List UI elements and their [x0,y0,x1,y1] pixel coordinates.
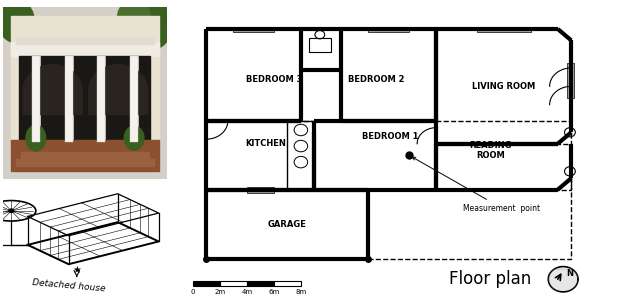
Ellipse shape [0,0,34,43]
Bar [234,27,274,32]
Text: READING
ROOM: READING ROOM [469,141,512,160]
Bar [32,56,40,142]
Bar [97,56,106,142]
Bar [476,27,531,32]
Ellipse shape [124,126,144,150]
Text: KITCHEN: KITCHEN [245,139,286,148]
Bar [247,187,274,193]
Bar [130,56,138,142]
Bar [247,281,274,286]
Text: BEDROOM 1: BEDROOM 1 [362,132,418,141]
Bar [206,121,571,259]
Bar [16,37,154,44]
Bar [32,56,40,142]
Bar [97,56,106,142]
Bar [309,38,331,52]
Bar [16,159,154,166]
Bar [11,42,159,56]
Text: Measurement  point: Measurement point [412,157,540,213]
Ellipse shape [118,1,151,32]
Text: LIVING ROOM: LIVING ROOM [472,82,535,91]
Text: Floor plan: Floor plan [449,270,531,288]
Bar [193,281,220,286]
Bar [436,144,571,190]
Text: 6m: 6m [268,289,279,295]
Text: 8m: 8m [295,289,307,295]
Bar [21,152,149,159]
Bar [11,16,159,142]
Bar [567,63,574,98]
Bar [130,56,138,142]
Bar [274,281,301,286]
Text: 2m: 2m [214,289,226,295]
Ellipse shape [136,1,172,49]
Text: 4m: 4m [241,289,252,295]
Text: 0: 0 [190,289,195,295]
Circle shape [9,209,14,213]
Bar [64,56,73,142]
Bar [220,281,247,286]
Bar [11,140,159,171]
Bar [20,56,151,142]
Bar [64,56,73,142]
Bar [368,27,409,32]
Text: BEDROOM 3: BEDROOM 3 [246,75,302,84]
Ellipse shape [26,125,46,151]
Text: Detached house: Detached house [32,278,106,293]
Text: BEDROOM 2: BEDROOM 2 [349,75,405,84]
Text: ★: ★ [72,265,81,275]
Text: GARAGE: GARAGE [268,220,307,229]
Text: N: N [566,269,574,278]
